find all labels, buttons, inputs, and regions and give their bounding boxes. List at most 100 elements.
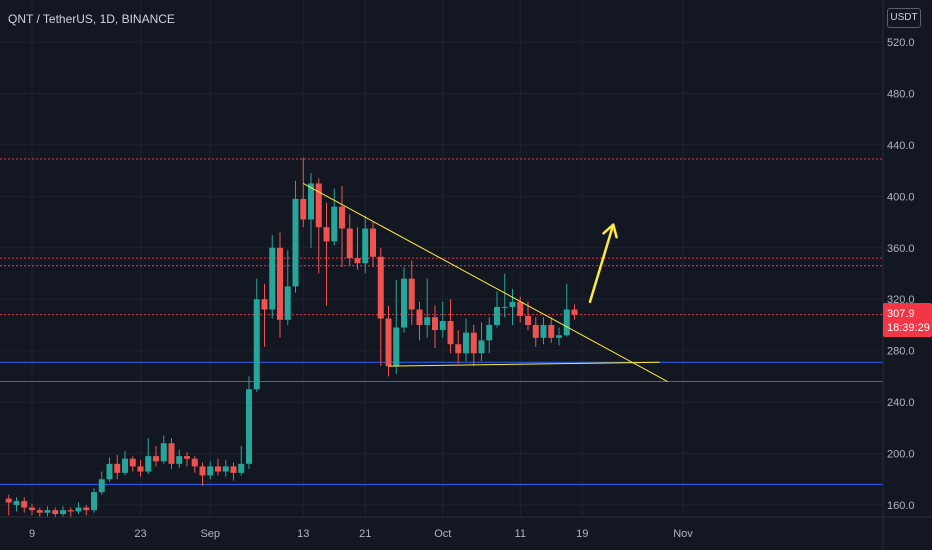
candle-down — [21, 497, 28, 513]
up-arrow-annotation[interactable] — [588, 223, 618, 304]
candle-body — [83, 507, 90, 511]
candle-body — [408, 278, 415, 310]
candle-body — [447, 321, 454, 345]
candle-down — [416, 301, 423, 341]
time-axis[interactable]: 9 23 Sep 13 21 Oct 11 19 Nov — [29, 528, 693, 540]
candle-up — [44, 506, 51, 517]
trendline[interactable] — [303, 183, 668, 382]
candle-up — [424, 278, 431, 338]
candle-body — [532, 324, 539, 338]
candle-up — [98, 471, 105, 495]
candle-down — [315, 178, 322, 274]
candle-body — [277, 247, 283, 320]
candle-down — [5, 494, 12, 516]
candle-body — [455, 344, 462, 354]
candle-down — [377, 247, 384, 367]
candle-body — [129, 458, 136, 467]
candle-down — [300, 157, 307, 228]
candle-down — [571, 304, 578, 320]
candle-down — [129, 456, 136, 472]
candle-body — [540, 324, 547, 338]
candle-body — [122, 458, 128, 473]
candle-body — [517, 301, 524, 316]
candle-down — [370, 222, 376, 268]
candle-down — [184, 452, 190, 467]
candle-body — [191, 458, 198, 467]
candle-body — [439, 321, 446, 331]
price-axis[interactable]: 160.0200.0240.0280.0320.0360.0400.0440.0… — [887, 37, 915, 512]
candle-body — [44, 510, 51, 513]
candle-down — [385, 305, 392, 377]
candle-down — [261, 283, 268, 347]
candle-up — [439, 301, 446, 338]
candle-up — [308, 173, 314, 248]
candle-up — [393, 279, 400, 374]
candle-down — [470, 324, 477, 367]
candle-up — [292, 180, 299, 293]
candle-body — [416, 309, 423, 325]
candle-body — [36, 510, 43, 513]
trendlines[interactable] — [303, 183, 668, 382]
candle-down — [191, 456, 198, 473]
time-tick-label: 21 — [359, 528, 371, 540]
candle-up — [207, 461, 214, 480]
candle-down — [339, 186, 345, 268]
candle-body — [548, 324, 555, 338]
candle-body — [509, 301, 516, 307]
candle-body — [377, 256, 384, 319]
candle-body — [370, 228, 376, 257]
candle-body — [424, 317, 431, 325]
candle-body — [238, 463, 245, 473]
candle-body — [145, 456, 152, 472]
currency-badge[interactable]: USDT — [887, 8, 921, 28]
candle-body — [315, 183, 322, 228]
candle-body — [401, 278, 407, 328]
candle-body — [393, 327, 400, 367]
candle-up — [494, 291, 500, 328]
candle-body — [346, 228, 353, 259]
symbol-title[interactable]: QNT / TetherUS, 1D, BINANCE — [8, 12, 175, 26]
time-tick-label: 13 — [297, 528, 309, 540]
candle-body — [253, 299, 260, 390]
price-tick-label: 520.0 — [887, 37, 915, 49]
candle-down — [548, 317, 555, 343]
candle-down — [29, 503, 35, 516]
candle-body — [207, 466, 214, 476]
candle-body — [269, 247, 276, 310]
candle-up — [509, 288, 516, 325]
candle-down — [277, 232, 283, 338]
candle-down — [532, 317, 539, 347]
candle-body — [292, 198, 299, 287]
candle-body — [470, 332, 477, 354]
candle-body — [385, 318, 392, 367]
candle-up — [246, 376, 252, 469]
candle-body — [176, 456, 183, 464]
candle-body — [354, 258, 361, 264]
time-tick-label: Nov — [673, 528, 693, 540]
candle-up — [284, 250, 291, 325]
candle-body — [246, 389, 252, 464]
candle-down — [354, 227, 361, 270]
candle-body — [525, 315, 531, 325]
candle-up — [563, 283, 570, 337]
candle-body — [501, 306, 508, 308]
price-tick-label: 360.0 — [887, 243, 915, 255]
candle-body — [13, 501, 20, 505]
candle-up — [106, 457, 113, 482]
candle-body — [184, 456, 190, 459]
candle-body — [29, 507, 35, 511]
candle-down — [199, 462, 206, 486]
candle-body — [486, 324, 493, 341]
candle-down — [346, 214, 353, 266]
horizontal-levels[interactable] — [0, 158, 883, 485]
price-tick-label: 400.0 — [887, 191, 915, 203]
candle-body — [91, 492, 97, 511]
price-tick-label: 440.0 — [887, 140, 915, 152]
time-tick-label: 19 — [576, 528, 588, 540]
candle-body — [556, 335, 562, 338]
price-tick-label: 240.0 — [887, 397, 915, 409]
candle-up — [331, 188, 338, 246]
candle-body — [137, 466, 144, 472]
trendline[interactable] — [388, 361, 660, 367]
